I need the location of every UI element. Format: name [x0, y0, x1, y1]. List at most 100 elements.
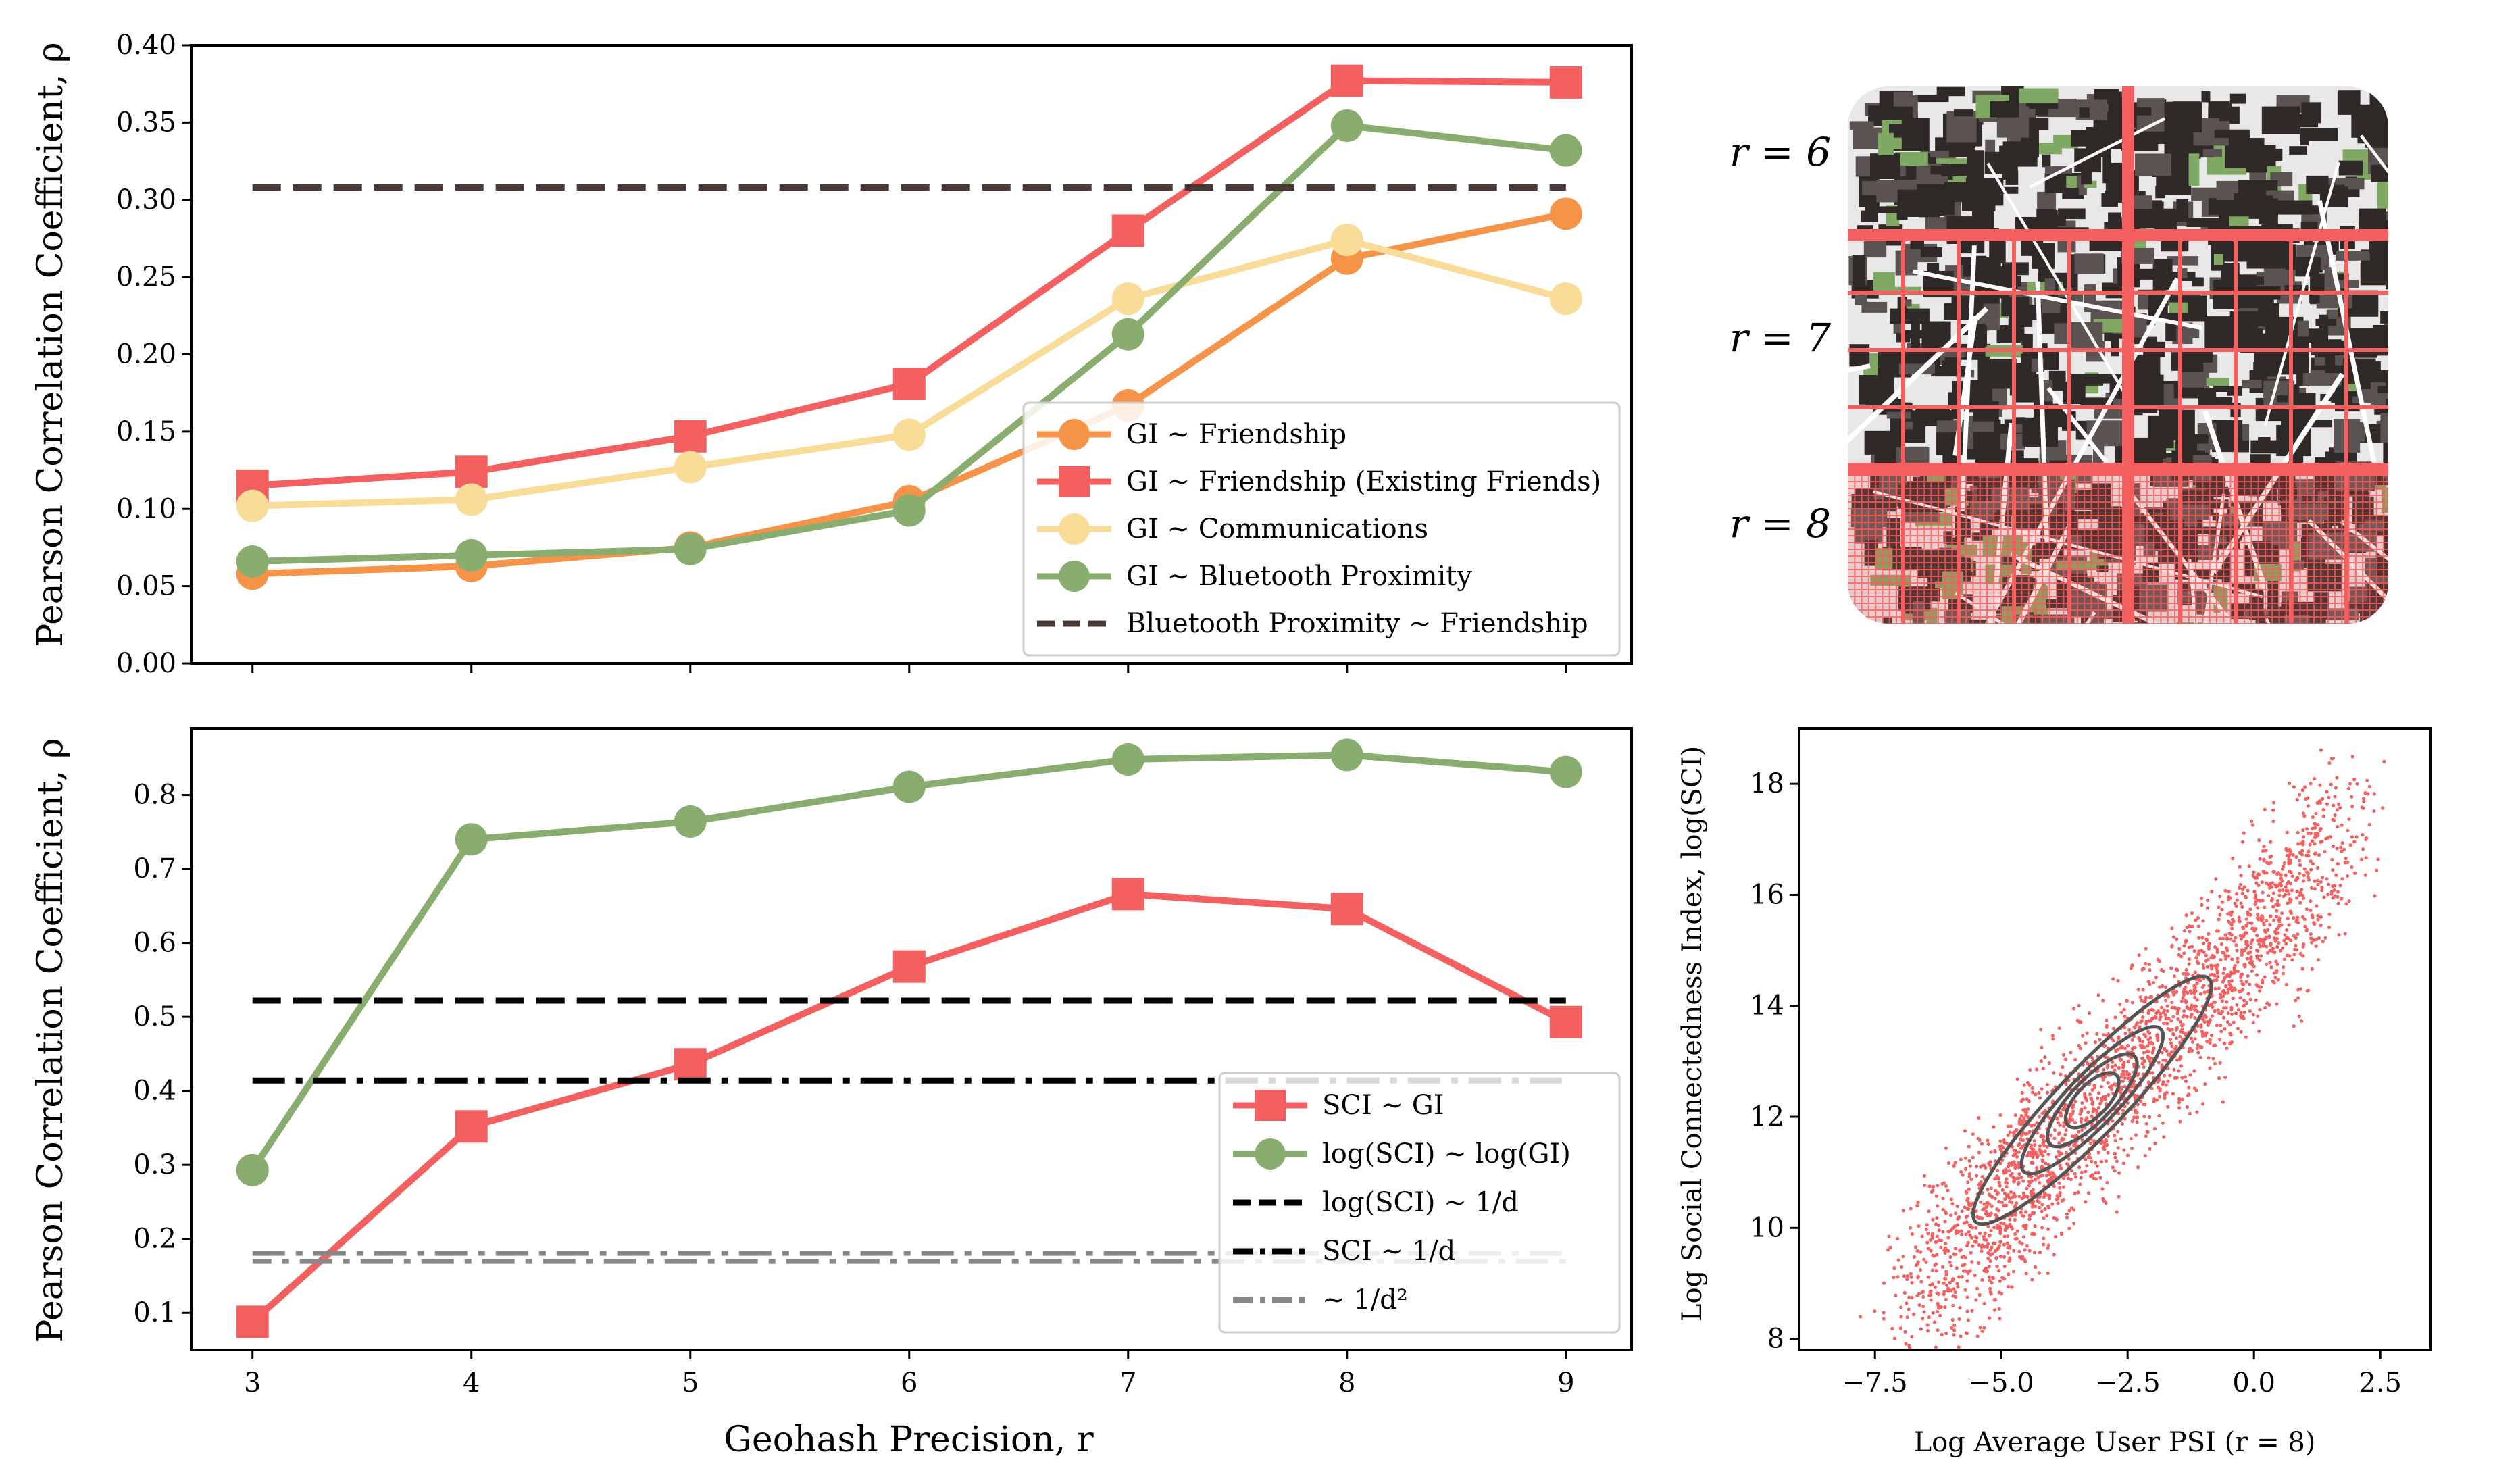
scatter-point — [1936, 1301, 1940, 1305]
scatter-point — [1946, 1161, 1951, 1165]
data-point — [1111, 282, 1144, 316]
scatter-point — [2107, 1092, 2111, 1097]
scatter-point — [1936, 1223, 1941, 1228]
scatter-point — [2229, 932, 2234, 937]
scatter-point — [2269, 914, 2273, 919]
scatter-point — [2147, 1019, 2151, 1023]
scatter-point — [2035, 1121, 2039, 1125]
scatter-point — [2029, 1153, 2033, 1158]
scatter-point — [2152, 1126, 2157, 1131]
scatter-point — [2223, 991, 2227, 995]
scatter-point — [1951, 1303, 1955, 1307]
scatter-point — [2202, 1020, 2207, 1024]
scatter-point — [2002, 1191, 2007, 1196]
building — [2251, 198, 2278, 219]
building — [1861, 301, 1888, 313]
scatter-point — [2230, 1040, 2234, 1045]
scatter-point — [2217, 1076, 2221, 1080]
scatter-point — [2238, 865, 2242, 869]
scatter-point — [2294, 878, 2298, 882]
building — [2023, 497, 2044, 505]
scatter-point — [2304, 853, 2309, 857]
scatter-point — [2274, 931, 2278, 935]
scatter-point — [2005, 1241, 2009, 1245]
scatter-point — [1980, 1175, 1984, 1179]
scatter-point — [2348, 782, 2352, 786]
scatter-point — [2101, 1033, 2106, 1037]
scatter-point — [2210, 890, 2214, 894]
scatter-point — [1963, 1263, 1967, 1267]
scatter-point — [2242, 1016, 2246, 1020]
scatter-point — [1979, 1165, 1983, 1169]
scatter-point — [1978, 1215, 1982, 1220]
building — [1990, 101, 2019, 118]
scatter-point — [2221, 980, 2225, 984]
data-point — [892, 950, 926, 983]
scatter-point — [2170, 1005, 2174, 1010]
building — [2201, 91, 2211, 103]
scatter-point — [2225, 990, 2230, 995]
scatter-point — [2148, 1056, 2152, 1060]
scatter-point — [2169, 966, 2173, 970]
scatter-point — [2144, 947, 2148, 951]
scatter-point — [2281, 972, 2286, 976]
scatter-point — [1941, 1230, 1945, 1234]
scatter-point — [1997, 1180, 2001, 1184]
scatter-point — [1957, 1317, 1961, 1322]
scatter-point — [2282, 957, 2287, 961]
scatter-point — [2080, 1128, 2084, 1132]
scatter-point — [2057, 1132, 2061, 1136]
scatter-point — [2164, 985, 2168, 990]
scatter-point — [2168, 1037, 2173, 1042]
scatter-point — [2099, 1141, 2103, 1145]
scatter-point — [1971, 1155, 1975, 1159]
scatter-point — [2336, 901, 2340, 905]
scatter-point — [1937, 1238, 1941, 1242]
scatter-point — [2241, 840, 2245, 844]
scatter-point — [2254, 881, 2259, 885]
scatter-point — [2239, 972, 2243, 977]
scatter-point — [2271, 947, 2275, 951]
scatter-point — [2171, 1092, 2175, 1096]
scatter-point — [2095, 1032, 2099, 1036]
scatter-point — [1917, 1303, 1921, 1307]
scatter-point — [2312, 938, 2316, 942]
scatter-point — [2280, 867, 2285, 871]
scatter-point — [2072, 1208, 2076, 1212]
scatter-point — [2105, 1024, 2109, 1028]
scatter-point — [2195, 982, 2199, 986]
scatter-point — [2242, 831, 2246, 835]
scatter-point — [2120, 1122, 2125, 1126]
scatter-point — [2335, 808, 2340, 812]
scatter-point — [2046, 1246, 2050, 1251]
scatter-point — [2252, 890, 2257, 894]
scatter-point — [2309, 899, 2313, 903]
road — [1970, 526, 2071, 624]
scatter-point — [2204, 953, 2208, 957]
scatter-point — [1989, 1211, 1993, 1215]
scatter-point — [2142, 1115, 2146, 1119]
building — [2380, 311, 2388, 324]
scatter-point — [2237, 918, 2241, 922]
scatter-point — [2161, 1011, 2165, 1015]
scatter-point — [2284, 982, 2289, 987]
scatter-point — [2113, 1155, 2117, 1159]
scatter-point — [2313, 826, 2317, 830]
scatter-point — [2215, 969, 2219, 973]
scatter-point — [2098, 1176, 2102, 1180]
scatter-point — [2197, 936, 2201, 940]
scatter-point — [2227, 980, 2232, 984]
scatter-point — [2165, 1049, 2169, 1053]
scatter-point — [2071, 1109, 2075, 1113]
scatter-point — [2325, 877, 2329, 881]
scatter-point — [2229, 913, 2233, 917]
scatter-point — [2094, 1161, 2098, 1165]
scatter-point — [2172, 974, 2176, 978]
scatter-point — [2255, 934, 2259, 938]
scatter-point — [1892, 1265, 1896, 1270]
building — [2079, 107, 2090, 118]
scatter-point — [2025, 1244, 2029, 1248]
scatter-point — [2210, 1014, 2215, 1018]
scatter-point — [1915, 1249, 1919, 1253]
scatter-point — [1959, 1334, 1963, 1338]
